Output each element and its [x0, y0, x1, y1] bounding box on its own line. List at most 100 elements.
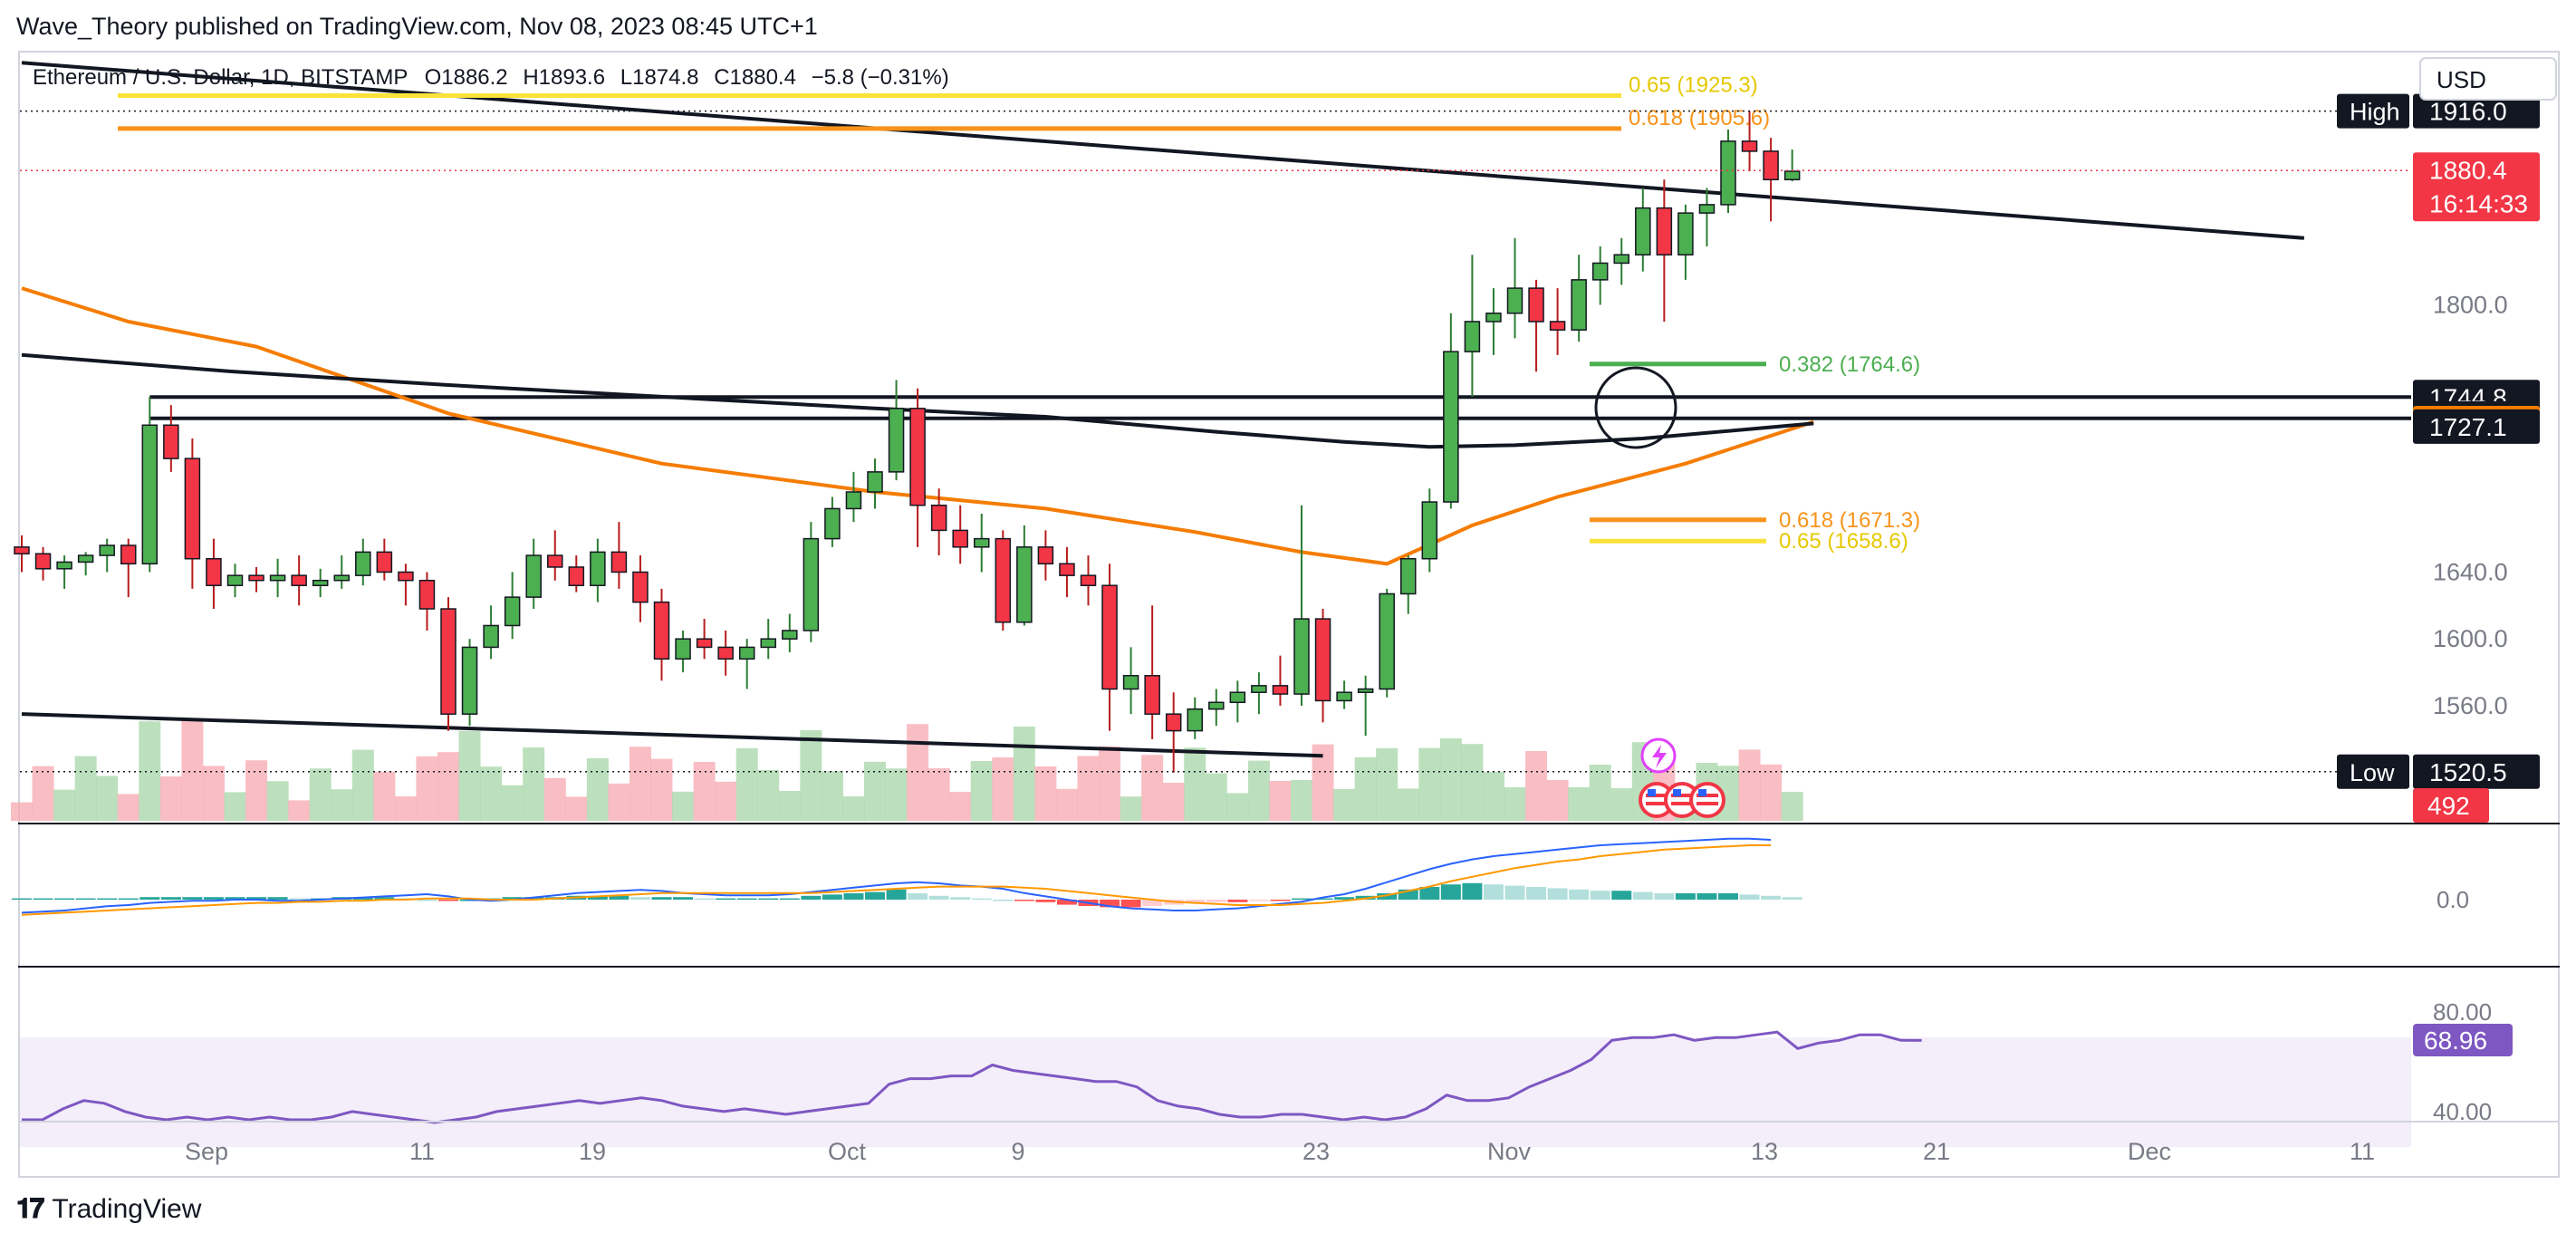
- macd-histogram-bar: [118, 898, 139, 901]
- candle-body: [1016, 546, 1033, 623]
- macd-histogram-bar: [225, 897, 245, 900]
- volume-bar: [501, 785, 524, 821]
- macd-histogram-bar: [1142, 900, 1163, 906]
- volume-bar: [1055, 788, 1078, 821]
- macd-histogram-bar: [267, 897, 288, 900]
- macd-histogram-bar: [908, 893, 928, 900]
- candle-body: [1293, 618, 1310, 695]
- macd-histogram-bar: [822, 894, 842, 900]
- candle-body: [547, 554, 563, 568]
- candle-body: [1783, 170, 1801, 181]
- ohlc-close: C1880.4: [714, 65, 796, 90]
- economic-event-us-flag-icon: [1639, 782, 1725, 818]
- candle-body: [824, 507, 841, 540]
- macd-histogram-bar: [289, 898, 310, 901]
- macd-histogram-bar: [1697, 893, 1717, 900]
- volume-bar: [1120, 796, 1142, 821]
- macd-histogram-bar: [417, 900, 437, 901]
- candle-body: [1229, 691, 1246, 704]
- volume-bar: [1184, 747, 1206, 821]
- fib-level-label: 0.618 (1905.6): [1629, 106, 1770, 130]
- volume-bar: [458, 731, 481, 821]
- macd-histogram-bar: [33, 898, 53, 901]
- macd-histogram-bar: [758, 898, 779, 901]
- volume-bar: [715, 781, 737, 821]
- volume-bar: [1610, 788, 1633, 821]
- price-axis-label: 1640.0: [2433, 558, 2508, 585]
- macd-histogram-bar: [1312, 898, 1333, 901]
- volume-bar: [202, 766, 225, 821]
- volume-bar: [1205, 773, 1227, 821]
- candle-body: [568, 566, 585, 586]
- candle-body: [1698, 204, 1716, 214]
- volume-bar: [53, 789, 76, 821]
- price-tag-label: 1880.4: [2429, 156, 2507, 184]
- candle-body: [909, 408, 926, 506]
- volume-bar: [629, 747, 651, 821]
- candle-body: [1165, 713, 1182, 732]
- candle-body: [1101, 584, 1118, 690]
- volume-bar: [96, 776, 119, 821]
- candle-body: [738, 646, 755, 660]
- volume-tag-label: 492: [2427, 792, 2470, 820]
- candle-body: [1336, 691, 1352, 702]
- volume-bar: [181, 721, 204, 821]
- macd-histogram-bar: [1462, 882, 1483, 900]
- macd-histogram-bar: [716, 898, 736, 901]
- macd-histogram-bar: [1248, 900, 1269, 901]
- macd-histogram-bar: [1632, 891, 1653, 900]
- candle-body: [1122, 675, 1139, 690]
- volume-bar: [970, 761, 993, 821]
- macd-histogram-bar: [1526, 887, 1547, 900]
- time-axis-label: 11: [409, 1138, 435, 1165]
- price-tag-countdown: 16:14:33: [2429, 189, 2528, 217]
- macd-histogram-bar: [1014, 900, 1034, 901]
- volume-bar: [245, 760, 268, 821]
- volume-bar: [523, 747, 545, 821]
- time-axis-label: 19: [579, 1138, 606, 1165]
- volume-bar: [693, 762, 716, 821]
- chart-frame: [18, 51, 2560, 1178]
- volume-bar: [672, 791, 695, 821]
- candle-body: [398, 571, 414, 582]
- volume-bar: [1354, 756, 1377, 821]
- volume-bar: [1077, 756, 1100, 821]
- candle-body: [163, 424, 179, 459]
- time-axis-label: Nov: [1487, 1138, 1532, 1165]
- macd-histogram-bar: [1185, 900, 1206, 904]
- currency-button[interactable]: USD: [2419, 57, 2557, 101]
- macd-histogram-bar: [1377, 893, 1398, 900]
- time-axis-label: 11: [2350, 1138, 2375, 1165]
- candle-body: [1443, 351, 1459, 503]
- candle-body: [1720, 140, 1736, 206]
- candle-body: [653, 601, 670, 660]
- price-tag-label: 1916.0: [2429, 98, 2507, 126]
- candle-body: [803, 537, 820, 631]
- volume-bar: [1546, 780, 1569, 821]
- macd-histogram-bar: [502, 897, 523, 900]
- publish-line: Wave_Theory published on TradingView.com…: [16, 13, 818, 40]
- candle-body: [782, 630, 798, 640]
- price-tag-badge-label: Low: [2350, 759, 2395, 786]
- candle-body: [1677, 212, 1694, 255]
- volume-bar: [1525, 751, 1548, 821]
- candle-body: [1763, 150, 1779, 181]
- volume-bar: [1760, 764, 1783, 821]
- candle-body: [120, 544, 137, 565]
- macd-histogram-bar: [1654, 893, 1675, 900]
- macd-histogram-bar: [801, 895, 822, 900]
- time-axis-label: 9: [1011, 1138, 1024, 1165]
- moving-average-line: [21, 286, 1814, 566]
- candle-body: [206, 557, 222, 586]
- candle-body: [1421, 501, 1438, 560]
- candle-body: [14, 546, 30, 554]
- macd-histogram-bar: [1398, 889, 1418, 900]
- volume-bar: [928, 768, 950, 821]
- candle-body: [34, 553, 52, 570]
- volume-bar: [32, 766, 54, 821]
- volume-bar: [1504, 787, 1526, 821]
- footer-brand[interactable]: 𝟏𝟕 TradingView: [16, 1194, 201, 1225]
- macd-histogram-bar: [886, 889, 907, 900]
- candle-body: [1144, 675, 1160, 715]
